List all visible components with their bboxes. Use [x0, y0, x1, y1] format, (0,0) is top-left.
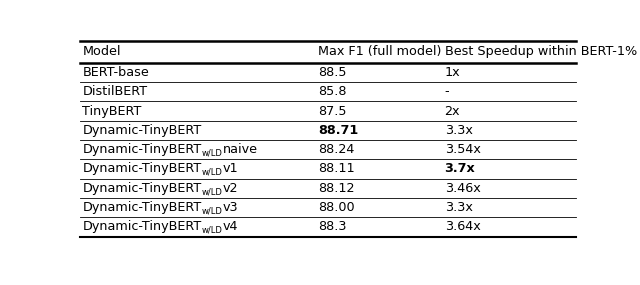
Text: v2: v2	[223, 182, 238, 195]
Text: Model: Model	[83, 45, 121, 58]
Text: 3.54x: 3.54x	[445, 143, 481, 156]
Text: 87.5: 87.5	[318, 105, 347, 117]
Text: Dynamic-TinyBERT: Dynamic-TinyBERT	[83, 182, 202, 195]
Text: v4: v4	[223, 220, 238, 233]
Text: 88.11: 88.11	[318, 162, 355, 176]
Text: 3.3x: 3.3x	[445, 201, 472, 214]
Text: TinyBERT: TinyBERT	[83, 105, 142, 117]
Text: w/LD: w/LD	[202, 148, 223, 158]
Text: w/LD: w/LD	[202, 226, 223, 235]
Text: 3.46x: 3.46x	[445, 182, 480, 195]
Text: 88.5: 88.5	[318, 66, 347, 79]
Text: 3.64x: 3.64x	[445, 220, 480, 233]
Text: w/LD: w/LD	[202, 187, 223, 196]
Text: v1: v1	[223, 162, 238, 176]
Text: naive: naive	[223, 143, 258, 156]
Text: Dynamic-TinyBERT: Dynamic-TinyBERT	[83, 124, 202, 137]
Text: 88.12: 88.12	[318, 182, 355, 195]
Text: -: -	[445, 85, 449, 98]
Text: 88.71: 88.71	[318, 124, 358, 137]
Text: BERT-base: BERT-base	[83, 66, 149, 79]
Text: 88.3: 88.3	[318, 220, 347, 233]
Text: 85.8: 85.8	[318, 85, 347, 98]
Text: v3: v3	[223, 201, 238, 214]
Text: Dynamic-TinyBERT: Dynamic-TinyBERT	[83, 162, 202, 176]
Text: 1x: 1x	[445, 66, 460, 79]
Text: 2x: 2x	[445, 105, 460, 117]
Text: w/LD: w/LD	[202, 207, 223, 215]
Text: 3.7x: 3.7x	[445, 162, 476, 176]
Text: Dynamic-TinyBERT: Dynamic-TinyBERT	[83, 143, 202, 156]
Text: 3.3x: 3.3x	[445, 124, 472, 137]
Text: Dynamic-TinyBERT: Dynamic-TinyBERT	[83, 220, 202, 233]
Text: 88.24: 88.24	[318, 143, 355, 156]
Text: Best Speedup within BERT-1%: Best Speedup within BERT-1%	[445, 45, 637, 58]
Text: Max F1 (full model): Max F1 (full model)	[318, 45, 442, 58]
Text: w/LD: w/LD	[202, 168, 223, 177]
Text: 88.00: 88.00	[318, 201, 355, 214]
Text: Dynamic-TinyBERT: Dynamic-TinyBERT	[83, 201, 202, 214]
Text: DistilBERT: DistilBERT	[83, 85, 148, 98]
